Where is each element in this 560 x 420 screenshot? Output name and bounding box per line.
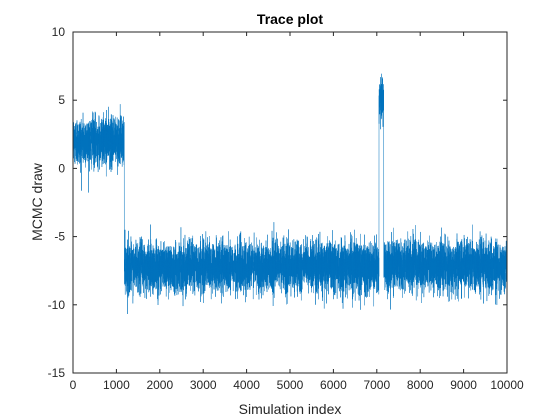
x-tick-label: 2000 <box>146 378 173 392</box>
y-axis-label: MCMC draw <box>29 162 45 241</box>
x-tick-label: 3000 <box>190 378 217 392</box>
y-tick-label: 5 <box>58 93 65 107</box>
axes-layer: 0 1000 2000 3000 4000 5000 6000 7000 8000 9000 100… <box>48 25 524 392</box>
x-tick-label: 0 <box>70 378 77 392</box>
x-tick-label: 1000 <box>103 378 130 392</box>
x-axis-label: Simulation index <box>239 401 342 417</box>
x-tick-label: 9000 <box>450 378 477 392</box>
x-tick-label: 7000 <box>363 378 390 392</box>
x-tick-label: 5000 <box>277 378 304 392</box>
y-tick-label: -5 <box>54 230 65 244</box>
data-layer <box>72 73 508 314</box>
y-tick-label: 10 <box>52 25 66 39</box>
trace-line <box>72 73 508 314</box>
y-tick-label: 0 <box>58 161 65 175</box>
x-tick-label: 4000 <box>233 378 260 392</box>
plot-area <box>73 32 507 373</box>
chart-title: Trace plot <box>257 11 323 27</box>
y-tick-label: -10 <box>48 298 66 312</box>
y-tick-label: -15 <box>48 366 66 380</box>
x-tick-label: 6000 <box>320 378 347 392</box>
x-tick-label: 10000 <box>490 378 524 392</box>
x-tick-label: 8000 <box>407 378 434 392</box>
